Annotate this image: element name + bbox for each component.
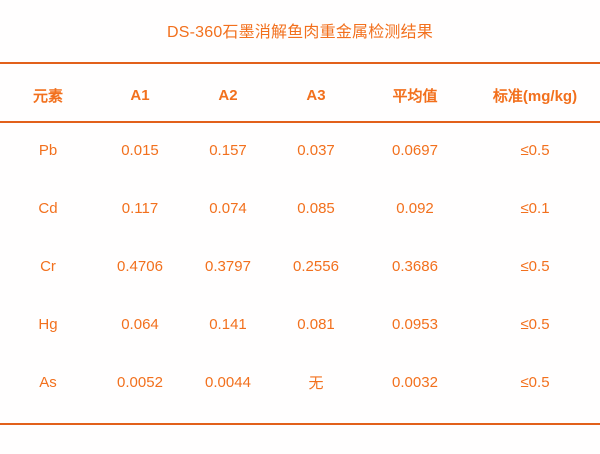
cell-average: 0.0697: [392, 141, 438, 159]
cell-element: Hg: [38, 315, 58, 333]
table-row: Pb 0.015 0.157 0.037 0.0697 ≤0.5: [0, 121, 600, 179]
cell-element: Cd: [38, 199, 58, 217]
cell-a2: 0.157: [209, 141, 247, 159]
divider-header: [0, 121, 600, 123]
cell-standard: ≤0.5: [520, 141, 550, 159]
cell-a1: 0.117: [121, 199, 159, 217]
divider-bottom: [0, 423, 600, 425]
table-row: Hg 0.064 0.141 0.081 0.0953 ≤0.5: [0, 295, 600, 353]
cell-average: 0.092: [396, 199, 434, 217]
cell-a3: 0.085: [297, 199, 335, 217]
cell-a2: 0.3797: [205, 257, 251, 275]
cell-a3: 无: [308, 374, 324, 392]
cell-a1: 0.4706: [117, 257, 163, 275]
table-header-row: 元素 A1 A2 A3 平均值 标准(mg/kg): [0, 70, 600, 121]
cell-element: As: [39, 373, 57, 391]
column-header-average: 平均值: [392, 88, 438, 105]
table-header: 元素 A1 A2 A3 平均值 标准(mg/kg): [0, 70, 600, 121]
cell-a3: 0.2556: [293, 257, 339, 275]
cell-average: 0.0032: [392, 373, 438, 391]
results-table: 元素 A1 A2 A3 平均值 标准(mg/kg) Pb 0.015 0.157…: [0, 70, 600, 411]
cell-a2: 0.0044: [205, 373, 251, 391]
cell-standard: ≤0.5: [520, 373, 550, 391]
column-header-a1: A1: [130, 87, 150, 104]
cell-a1: 0.064: [121, 315, 159, 333]
table-row: Cd 0.117 0.074 0.085 0.092 ≤0.1: [0, 179, 600, 237]
cell-element: Cr: [40, 257, 56, 275]
cell-a2: 0.074: [209, 199, 247, 217]
cell-average: 0.0953: [392, 315, 438, 333]
cell-a1: 0.0052: [117, 373, 163, 391]
table-row: Cr 0.4706 0.3797 0.2556 0.3686 ≤0.5: [0, 237, 600, 295]
column-header-standard: 标准(mg/kg): [492, 88, 578, 105]
cell-standard: ≤0.5: [520, 257, 550, 275]
cell-a3: 0.081: [297, 315, 335, 333]
column-header-element: 元素: [32, 88, 63, 105]
cell-average: 0.3686: [392, 257, 438, 275]
column-header-a3: A3: [306, 87, 326, 104]
cell-standard: ≤0.1: [520, 199, 550, 217]
table-body: Pb 0.015 0.157 0.037 0.0697 ≤0.5 Cd 0.11…: [0, 121, 600, 411]
column-header-a2: A2: [218, 87, 238, 104]
page-title: DS-360石墨消解鱼肉重金属检测结果: [166, 24, 434, 41]
cell-element: Pb: [38, 141, 58, 159]
cell-a3: 0.037: [297, 141, 335, 159]
divider-top: [0, 62, 600, 64]
table-row: As 0.0052 0.0044 无 0.0032 ≤0.5: [0, 353, 600, 411]
cell-a1: 0.015: [121, 141, 159, 159]
cell-standard: ≤0.5: [520, 315, 550, 333]
cell-a2: 0.141: [209, 315, 247, 333]
